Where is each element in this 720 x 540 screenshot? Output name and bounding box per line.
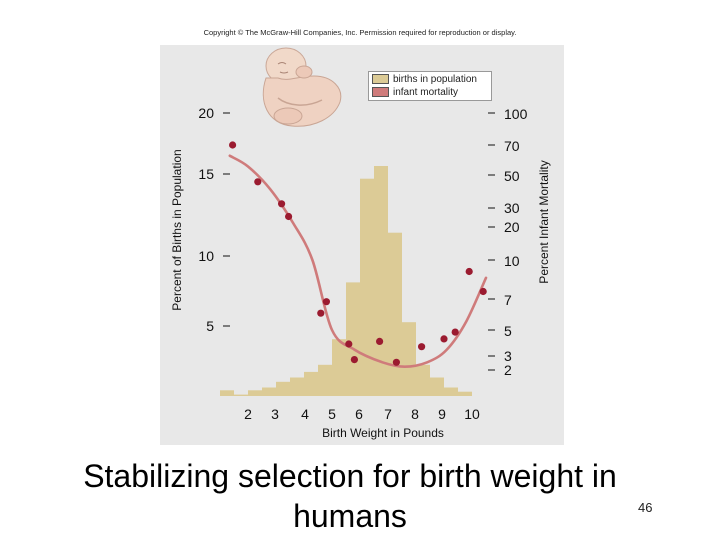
y-right-tick-label: 2 — [504, 362, 512, 378]
bar — [388, 232, 402, 396]
baby-image — [262, 47, 342, 127]
y-right-tick-label: 70 — [504, 138, 520, 154]
copyright-notice: Copyright © The McGraw-Hill Companies, I… — [203, 28, 517, 37]
mortality-point — [322, 298, 330, 306]
x-tick-label: 7 — [384, 406, 392, 422]
mortality-point — [350, 356, 358, 364]
bars-layer — [220, 166, 472, 396]
bar — [262, 387, 276, 396]
legend-label-births: births in population — [393, 73, 477, 85]
x-tick-label: 3 — [271, 406, 279, 422]
mortality-point — [392, 358, 400, 366]
y-right-tick-label: 30 — [504, 200, 520, 216]
slide-caption: Stabilizing selection for birth weight i… — [83, 458, 617, 534]
mortality-point — [440, 335, 448, 343]
bar — [248, 390, 262, 396]
x-tick-label: 9 — [438, 406, 446, 422]
mortality-point — [465, 267, 473, 276]
slide-number: 46 — [638, 500, 653, 515]
legend-swatch-mortality — [372, 87, 389, 97]
y-right-tick-label: 50 — [504, 168, 520, 184]
bar — [234, 394, 248, 396]
legend-item-mortality: infant mortality — [372, 86, 491, 98]
bar — [220, 390, 234, 396]
legend-swatch-births — [372, 74, 389, 84]
y-left-tick-label: 10 — [198, 248, 214, 264]
points-layer — [229, 141, 487, 366]
y-left-tick-label: 20 — [198, 105, 214, 121]
bar — [276, 381, 290, 396]
x-tick-label: 2 — [244, 406, 252, 422]
mortality-point — [479, 287, 487, 296]
chart-legend: births in population infant mortality — [368, 71, 492, 101]
y-right-tick-label: 100 — [504, 106, 528, 122]
mortality-point — [254, 178, 262, 186]
legend-item-births: births in population — [372, 73, 491, 85]
x-tick-label: 6 — [355, 406, 363, 422]
y-left-tick-label: 5 — [206, 318, 214, 334]
y-right-tick-label: 20 — [504, 219, 520, 235]
y-right-tick-label: 3 — [504, 348, 512, 364]
bar — [444, 387, 458, 396]
mortality-point — [418, 343, 426, 351]
bar — [416, 364, 430, 396]
bar — [318, 364, 332, 396]
x-tick-label: 8 — [411, 406, 419, 422]
mortality-point — [345, 340, 353, 348]
y-left-tick-label: 15 — [198, 166, 214, 182]
bar — [458, 391, 472, 396]
mortality-fit-curve — [228, 154, 488, 369]
bar — [304, 371, 318, 396]
y-right-axis-title: Percent Infant Mortality — [537, 160, 551, 283]
x-tick-label: 5 — [328, 406, 336, 422]
x-axis-title: Birth Weight in Pounds — [322, 426, 444, 440]
mortality-point — [376, 337, 384, 345]
bar — [360, 178, 374, 396]
x-tick-label: 4 — [301, 406, 309, 422]
bar — [402, 322, 416, 396]
bar — [346, 282, 360, 396]
legend-label-mortality: infant mortality — [393, 86, 459, 98]
bar — [332, 339, 346, 396]
mortality-point — [229, 141, 237, 149]
y-right-tick-label: 7 — [504, 292, 512, 308]
x-tick-label: 10 — [464, 406, 480, 422]
bar — [430, 377, 444, 396]
y-left-axis-title: Percent of Births in Population — [170, 149, 184, 310]
mortality-point — [451, 328, 459, 336]
mortality-point — [317, 309, 325, 317]
bar — [290, 377, 304, 396]
mortality-point — [285, 212, 293, 221]
mortality-point — [278, 200, 286, 208]
y-right-tick-label: 10 — [504, 253, 520, 269]
y-right-tick-label: 5 — [504, 323, 512, 339]
